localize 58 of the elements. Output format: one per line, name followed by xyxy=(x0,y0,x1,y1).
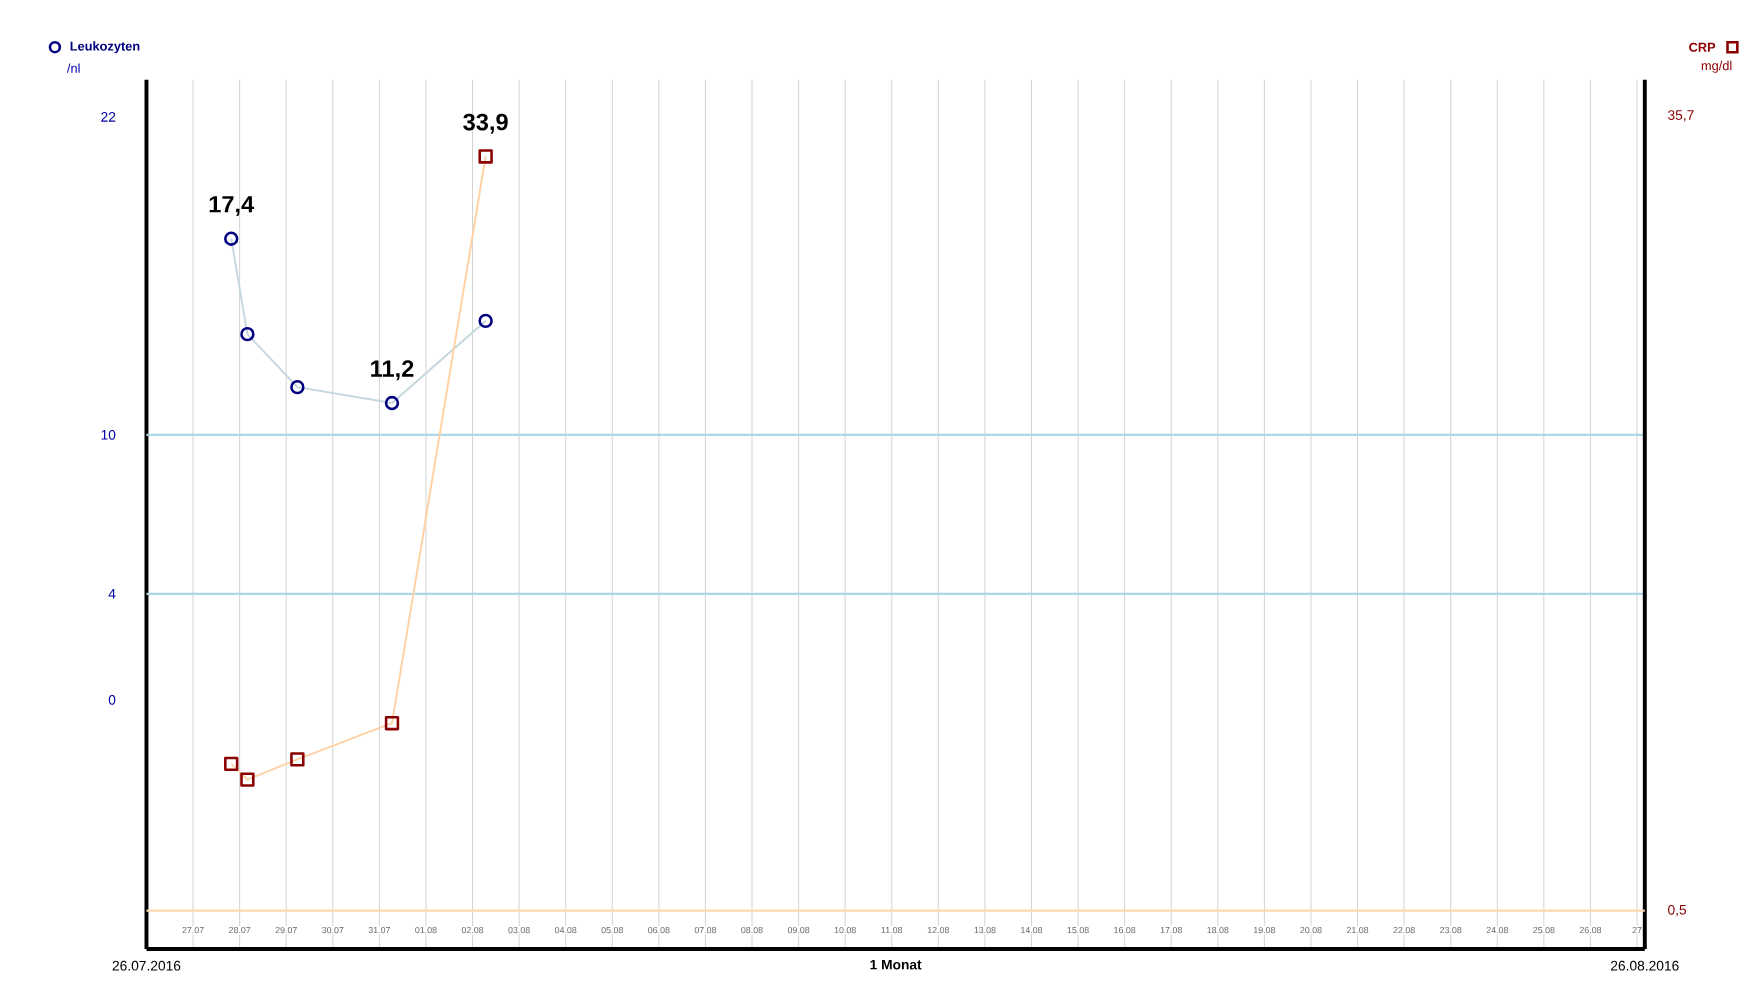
point xyxy=(240,326,255,342)
data-label: 17,4 xyxy=(209,195,255,216)
x-tick-label: 27.07 xyxy=(182,926,204,934)
x-tick-label: 30.07 xyxy=(322,926,344,934)
x-tick-label: 07.08 xyxy=(694,926,717,934)
data-label: 33,9 xyxy=(463,113,508,134)
x-tick-label: 17.08 xyxy=(1160,926,1182,934)
x-tick-label: 27 xyxy=(1632,926,1642,933)
text: CRP xyxy=(1689,42,1716,52)
x-tick-label: 16.08 xyxy=(1114,926,1136,934)
y2-axis-title: mg/dl xyxy=(1701,60,1732,73)
x-tick-label: 12.08 xyxy=(927,926,950,934)
x-tick-label: 05.08 xyxy=(601,926,623,934)
point xyxy=(478,149,493,164)
point xyxy=(290,751,305,767)
point xyxy=(224,756,239,771)
x-tick-label: 18.08 xyxy=(1207,926,1229,934)
x-tick-label: 28.07 xyxy=(228,926,251,934)
x-tick-label: 14.08 xyxy=(1021,926,1043,934)
point xyxy=(290,379,305,395)
data-label: 11,2 xyxy=(371,359,414,381)
point xyxy=(384,395,400,411)
x-tick-label: 31.07 xyxy=(368,926,391,934)
point xyxy=(384,715,400,731)
x-axis-title: 1 Monat xyxy=(870,959,922,970)
x-tick-label: 04.08 xyxy=(554,926,577,934)
point xyxy=(478,313,493,328)
y-tick-label: 10 xyxy=(101,429,116,440)
x-tick-label: 23.08 xyxy=(1440,926,1462,934)
x-tick-label: 09.08 xyxy=(787,926,810,934)
text: 26.07.2016 xyxy=(112,960,181,971)
y-tick-label: 22 xyxy=(101,111,116,122)
text: 26.08.2016 xyxy=(1610,960,1679,971)
x-tick-label: 10.08 xyxy=(834,926,856,934)
y-tick-label: 0 xyxy=(108,694,116,705)
x-tick-label: 08.08 xyxy=(741,926,763,934)
x-tick-label: 29.07 xyxy=(275,926,297,934)
x-tick-label: 19.08 xyxy=(1253,926,1276,934)
x-tick-label: 03.08 xyxy=(508,926,530,934)
y2-tick-label: 0,5 xyxy=(1668,904,1687,917)
x-tick-label: 13.08 xyxy=(974,926,996,934)
x-tick-label: 01.08 xyxy=(415,926,437,934)
y2-tick-label: 35,7 xyxy=(1668,109,1694,122)
x-tick-label: 26.08 xyxy=(1579,926,1602,934)
x-tick-label: 06.08 xyxy=(648,926,670,934)
x-tick-label: 21.08 xyxy=(1346,926,1369,934)
point xyxy=(240,772,255,787)
x-tick-label: 20.08 xyxy=(1300,926,1322,934)
x-tick-label: 24.08 xyxy=(1486,926,1508,934)
x-tick-label: 25.08 xyxy=(1533,926,1555,934)
point xyxy=(224,231,239,246)
legend-label: Leukozyten xyxy=(70,41,140,53)
x-tick-label: 22.08 xyxy=(1393,926,1415,934)
x-tick-label: 02.08 xyxy=(461,926,484,934)
x-tick-label: 15.08 xyxy=(1067,926,1089,934)
x-tick-label: 11.08 xyxy=(881,926,903,934)
y-tick-label: 4 xyxy=(108,588,116,599)
y-axis-title: /nl xyxy=(66,63,80,73)
